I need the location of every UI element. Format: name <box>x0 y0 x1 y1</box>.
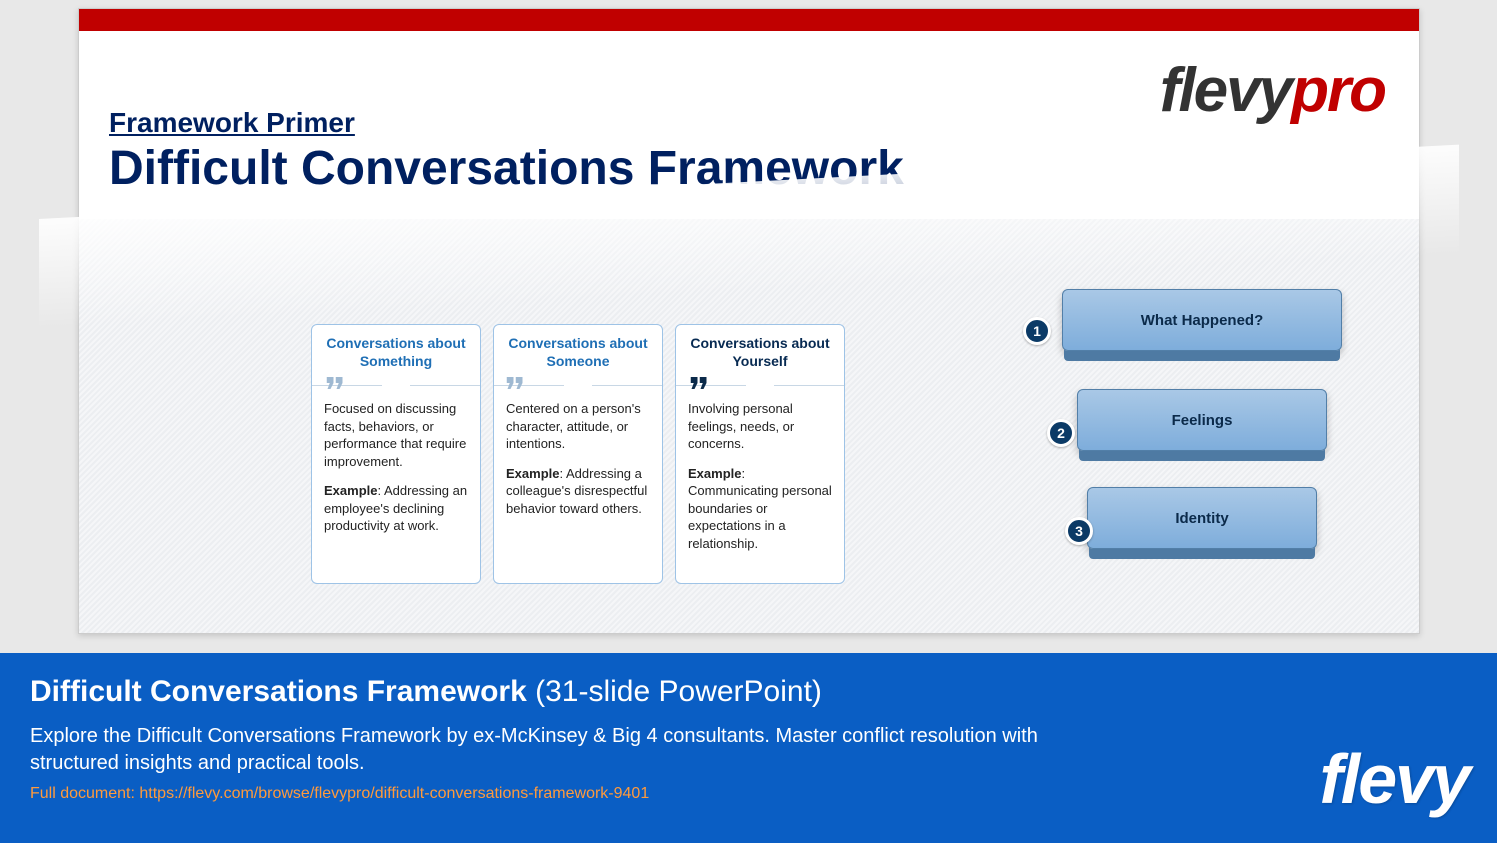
banner-title-bold: Difficult Conversations Framework <box>30 675 527 708</box>
quote-icon <box>690 376 708 390</box>
cards-row: Conversations about Something Focused on… <box>311 324 845 584</box>
card-divider <box>312 378 480 392</box>
slide-content-area: Conversations about Something Focused on… <box>79 219 1419 633</box>
layer-label: Feelings <box>1172 412 1233 429</box>
layer-identity: Identity <box>1087 487 1317 549</box>
banner-link[interactable]: Full document: https://flevy.com/browse/… <box>30 785 1237 803</box>
logo-flevypro: flevypro <box>1160 55 1385 126</box>
layer-badge-3: 3 <box>1065 517 1093 545</box>
layer-what-happened: What Happened? <box>1062 289 1342 351</box>
layer-label: Identity <box>1175 510 1228 527</box>
quote-icon <box>326 376 344 390</box>
card-title: Conversations about Yourself <box>688 335 832 370</box>
banner-description: Explore the Difficult Conversations Fram… <box>30 723 1090 777</box>
layer-stack: What Happened? Feelings Identity 1 2 3 <box>1017 259 1387 599</box>
card-divider <box>494 378 662 392</box>
quote-icon <box>506 376 524 390</box>
logo-flevy: flevy <box>1319 739 1469 819</box>
slide-title: Difficult Conversations Framework <box>109 141 904 196</box>
card-desc: Centered on a person's character, attitu… <box>506 400 650 453</box>
card-something: Conversations about Something Focused on… <box>311 324 481 584</box>
card-divider <box>676 378 844 392</box>
card-someone: Conversations about Someone Centered on … <box>493 324 663 584</box>
banner-title: Difficult Conversations Framework (31-sl… <box>30 675 1237 709</box>
page-root: flevypro Framework Primer Difficult Conv… <box>0 0 1497 843</box>
promo-banner: Difficult Conversations Framework (31-sl… <box>0 653 1497 843</box>
card-example: Example: Addressing a colleague's disres… <box>506 465 650 518</box>
layer-label: What Happened? <box>1141 312 1264 329</box>
slide: flevypro Framework Primer Difficult Conv… <box>78 8 1420 634</box>
card-yourself: Conversations about Yourself Involving p… <box>675 324 845 584</box>
logo-part-flevy: flevy <box>1160 56 1291 125</box>
banner-title-rest: (31-slide PowerPoint) <box>527 675 822 708</box>
logo-part-pro: pro <box>1291 56 1385 125</box>
card-desc: Involving personal feelings, needs, or c… <box>688 400 832 453</box>
layer-badge-2: 2 <box>1047 419 1075 447</box>
card-desc: Focused on discussing facts, behaviors, … <box>324 400 468 470</box>
layer-badge-1: 1 <box>1023 317 1051 345</box>
card-example: Example: Addressing an employee's declin… <box>324 482 468 535</box>
card-example: Example: Communicating personal boundari… <box>688 465 832 553</box>
layer-feelings: Feelings <box>1077 389 1327 451</box>
slide-subtitle: Framework Primer <box>109 107 355 139</box>
card-title: Conversations about Something <box>324 335 468 370</box>
top-red-bar <box>79 9 1419 31</box>
card-title: Conversations about Someone <box>506 335 650 370</box>
